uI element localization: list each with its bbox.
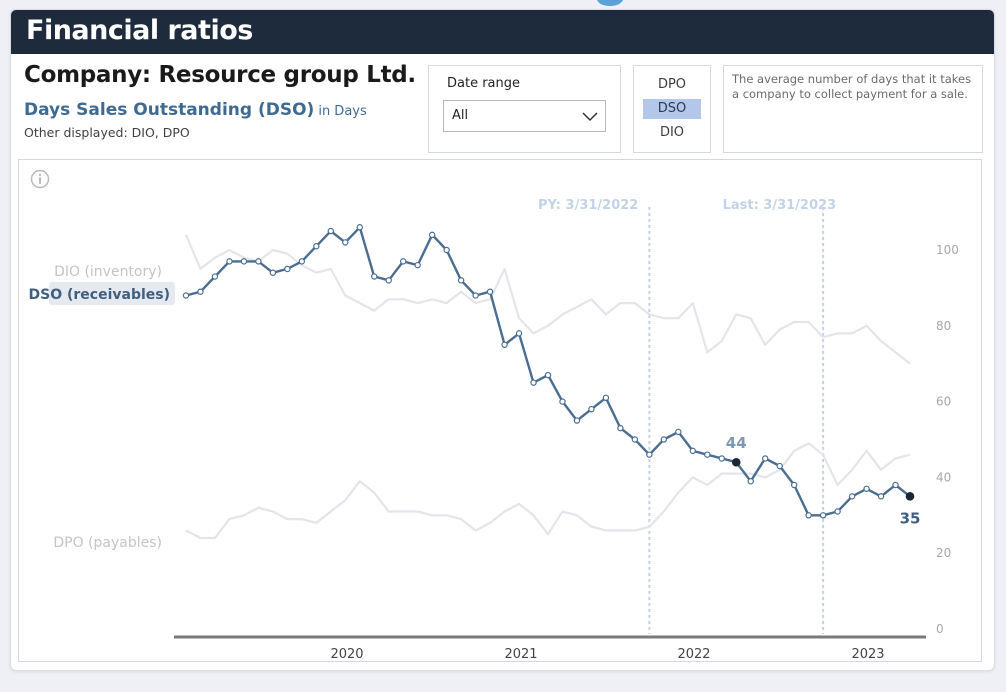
y-tick-label: 20 — [936, 546, 951, 560]
data-point — [631, 436, 639, 443]
data-point — [457, 277, 465, 284]
series-label-dio: DIO (inventory) — [54, 264, 162, 280]
company-title: Company: Resource group Ltd. — [24, 62, 416, 88]
toggle-dso[interactable]: DSO — [643, 99, 701, 119]
x-tick-label: 2020 — [330, 647, 363, 661]
y-tick-label: 80 — [936, 319, 951, 333]
x-tick-label: 2021 — [504, 647, 537, 661]
line-chart: 0 20 40 60 80 100 2020 2021 2022 2023 PY: 3/31/202… — [29, 198, 959, 661]
highlight-point — [731, 457, 741, 467]
data-point — [689, 447, 697, 455]
y-tick-label: 100 — [936, 243, 959, 257]
data-point — [197, 288, 204, 295]
data-point — [544, 371, 552, 379]
header-bar: Financial ratios — [11, 10, 994, 54]
data-point — [877, 493, 885, 500]
data-point — [646, 451, 653, 458]
data-label: 44 — [726, 434, 747, 452]
x-tick-label: 2023 — [851, 647, 884, 661]
data-point — [573, 417, 581, 424]
series-label-dso-bg — [49, 282, 175, 305]
data-point — [588, 405, 595, 413]
metric-line: Days Sales Outstanding (DSO) in Days — [24, 100, 367, 120]
data-point — [718, 455, 725, 462]
data-point — [660, 436, 668, 443]
y-tick-label: 0 — [936, 622, 944, 636]
data-point — [298, 258, 306, 265]
description-box: The average number of days that it takes… — [723, 65, 983, 153]
date-range-slicer: Date range All — [428, 65, 621, 153]
y-tick-label: 60 — [936, 395, 951, 409]
data-point — [559, 398, 566, 405]
series-line-dio — [184, 234, 911, 365]
data-point — [371, 273, 378, 280]
data-point — [240, 258, 248, 265]
data-point — [848, 493, 856, 500]
data-point — [472, 292, 479, 299]
data-point — [776, 462, 783, 470]
data-point — [834, 508, 841, 515]
data-point — [617, 424, 624, 432]
data-point — [211, 273, 219, 280]
data-point — [515, 330, 523, 337]
series-label-dso: DSO (receivables) — [29, 287, 171, 303]
financial-ratios-card: Financial ratios Company: Resource group… — [10, 9, 995, 671]
metric-unit: in Days — [318, 104, 367, 119]
date-range-value: All — [452, 108, 469, 123]
data-point — [892, 481, 899, 489]
series-label-dpo: DPO (payables) — [53, 535, 162, 551]
y-tick-label: 40 — [936, 470, 951, 484]
top-indicator-dot — [597, 0, 623, 6]
data-point — [863, 485, 870, 492]
data-point — [530, 379, 537, 386]
x-tick-label: 2022 — [677, 647, 710, 661]
data-point — [313, 243, 320, 250]
reference-line-label: PY: 3/31/2022 — [538, 198, 638, 213]
data-point — [255, 258, 262, 265]
data-point — [226, 258, 233, 265]
toggle-dio[interactable]: DIO — [659, 125, 685, 140]
line-chart-panel: 0 20 40 60 80 100 2020 2021 2022 2023 PY: 3/31/202… — [18, 159, 982, 662]
data-point — [385, 277, 392, 284]
metric-toggle-slicer: DPO DSO DIO — [633, 65, 711, 153]
data-point — [790, 481, 798, 489]
chevron-down-icon — [581, 108, 599, 127]
series-line-dso — [185, 226, 911, 517]
data-point — [443, 246, 450, 254]
date-range-label: Date range — [447, 76, 521, 91]
data-point — [675, 428, 682, 436]
data-point — [602, 394, 610, 402]
data-point — [400, 258, 407, 265]
data-point — [356, 224, 363, 231]
data-point — [819, 512, 827, 519]
header-title: Financial ratios — [26, 15, 253, 46]
toggle-dpo[interactable]: DPO — [657, 77, 687, 92]
data-point — [327, 227, 334, 235]
series-line-dpo — [185, 442, 911, 540]
data-point — [269, 269, 277, 276]
other-displayed-note: Other displayed: DIO, DPO — [24, 125, 190, 140]
data-point — [486, 288, 494, 295]
data-label: 35 — [900, 509, 921, 527]
metric-description: The average number of days that it takes… — [732, 72, 972, 101]
data-point — [182, 292, 190, 299]
reference-line-label: Last: 3/31/2023 — [723, 198, 837, 213]
data-point — [284, 265, 291, 273]
info-icon[interactable] — [30, 169, 50, 193]
date-range-dropdown[interactable]: All — [443, 100, 606, 132]
data-point — [428, 231, 436, 239]
data-point — [501, 341, 508, 348]
data-point — [704, 451, 711, 458]
metric-name: Days Sales Outstanding (DSO) — [24, 100, 315, 120]
data-point — [805, 512, 812, 519]
data-point — [762, 455, 769, 462]
highlight-point — [905, 492, 915, 501]
data-point — [747, 477, 754, 485]
data-point — [414, 261, 421, 269]
data-point — [342, 239, 349, 246]
